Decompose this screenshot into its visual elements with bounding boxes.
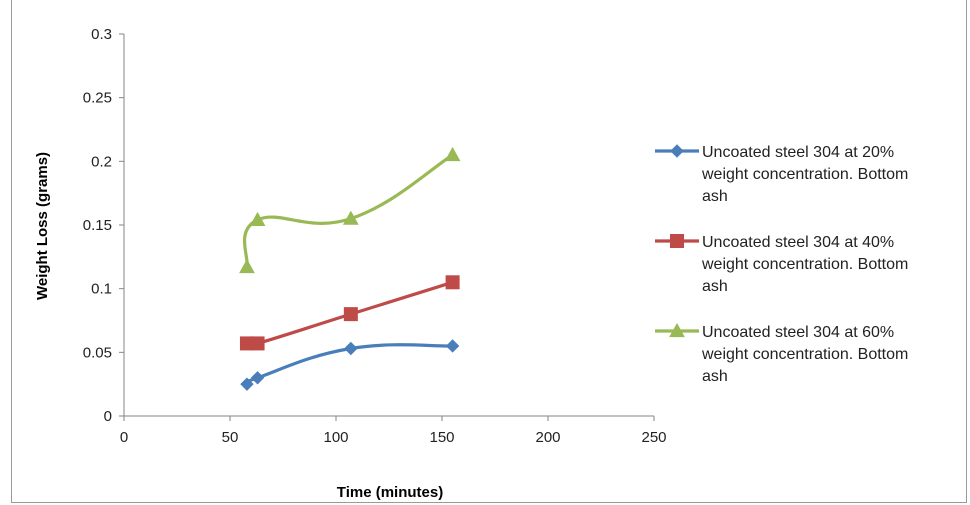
series-1	[241, 340, 459, 390]
legend-entry-1: Uncoated steel 304 at 20% weight concentr…	[655, 144, 908, 205]
x-tick-label: 100	[323, 429, 348, 446]
x-tick-label: 50	[222, 429, 239, 446]
data-point	[252, 372, 264, 384]
data-point	[344, 308, 357, 321]
x-tick-label: 0	[120, 429, 128, 446]
x-tick-label: 250	[641, 429, 666, 446]
x-tick-label: 200	[535, 429, 560, 446]
legend-marker	[671, 235, 684, 248]
axes: 0 0.05 0.1 0.15 0.2 0.25 0.3 0 50 100 150 200 250	[83, 26, 667, 446]
chart-frame: 0 0.05 0.1 0.15 0.2 0.25 0.3 0 50 100 150 200 250 Un…	[11, 0, 967, 503]
y-tick-label: 0.05	[83, 344, 112, 361]
y-tick-label: 0	[104, 408, 112, 425]
legend-label-line: weight concentration. Bottom	[701, 166, 908, 183]
y-axis-title: Weight Loss (grams)	[34, 152, 51, 300]
legend-label-line: weight concentration. Bottom	[701, 346, 908, 363]
legend-label-line: ash	[702, 278, 728, 295]
series-line	[244, 155, 452, 267]
series-3	[240, 148, 460, 273]
series-2	[240, 276, 459, 350]
data-point	[447, 340, 459, 352]
weight-loss-chart: 0 0.05 0.1 0.15 0.2 0.25 0.3 0 50 100 150 200 250 Un…	[12, 0, 968, 503]
x-tick-label: 150	[429, 429, 454, 446]
legend-label-line: ash	[702, 368, 728, 385]
data-point	[446, 148, 460, 161]
legend-label-line: ash	[702, 188, 728, 205]
legend-label-line: Uncoated steel 304 at 60%	[702, 324, 894, 341]
y-tick-label: 0.3	[91, 26, 112, 43]
data-point	[240, 260, 254, 273]
legend-label-line: Uncoated steel 304 at 20%	[702, 144, 894, 161]
y-tick-label: 0.2	[91, 153, 112, 170]
data-point	[446, 276, 459, 289]
legend-entry-2: Uncoated steel 304 at 40% weight concentr…	[655, 234, 908, 295]
y-tick-label: 0.15	[83, 217, 112, 234]
x-axis-title: Time (minutes)	[337, 484, 443, 501]
data-point	[345, 343, 357, 355]
legend-label-line: Uncoated steel 304 at 40%	[702, 234, 894, 251]
y-tick-label: 0.1	[91, 281, 112, 298]
legend-marker	[671, 145, 683, 157]
legend-label-line: weight concentration. Bottom	[701, 256, 908, 273]
y-tick-label: 0.25	[83, 90, 112, 107]
legend-entry-3: Uncoated steel 304 at 60% weight concentr…	[655, 324, 908, 385]
legend: Uncoated steel 304 at 20% weight concentr…	[655, 144, 908, 385]
data-point	[251, 337, 264, 350]
series-layer	[240, 148, 460, 390]
